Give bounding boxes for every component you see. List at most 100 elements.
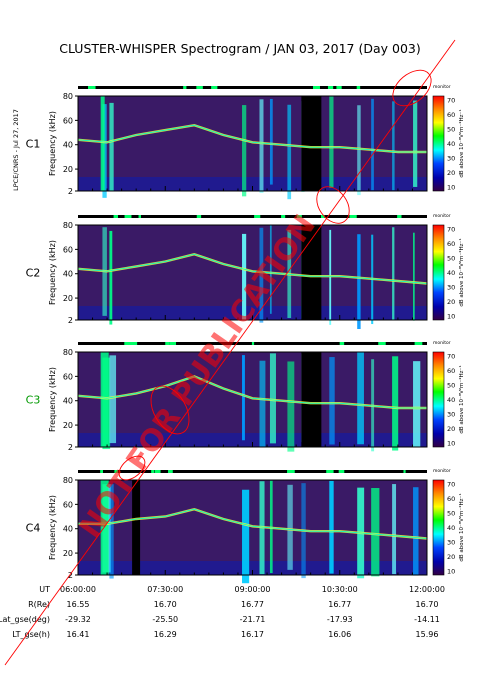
- spectrogram-stripe: [371, 488, 380, 577]
- data-gap: [301, 96, 322, 191]
- plasma-line-core: [77, 253, 428, 284]
- monitor-segment: [326, 470, 334, 473]
- spectrogram-stripe: [242, 233, 247, 321]
- y-tick-label: 80: [63, 92, 73, 101]
- colorbar-top-label: monitor: [433, 84, 451, 90]
- spectrogram-stripe: [329, 357, 335, 445]
- table-cell: 16.55: [67, 600, 90, 609]
- spectrogram-stripe: [259, 360, 266, 447]
- colorbar: [432, 224, 445, 321]
- colorbar-tick-label: 10: [447, 313, 455, 321]
- colorbar-label: dB above 10⁻⁸V²m⁻²Hz⁻¹: [458, 493, 465, 561]
- monitor-segment: [327, 86, 334, 89]
- colorbar-tick-label: 40: [447, 524, 455, 532]
- x-time-label: 06:00:00: [60, 585, 96, 594]
- colorbar-tick-label: 60: [447, 495, 455, 503]
- y-axis-label: Frequency (kHz): [48, 367, 57, 432]
- spacecraft-label: C2: [26, 267, 41, 280]
- table-cell: 16.70: [416, 600, 439, 609]
- figure-title: CLUSTER-WHISPER Spectrogram / JAN 03, 20…: [59, 41, 421, 56]
- table-row-label: LT_gse(h): [12, 630, 50, 639]
- spectrogram-stripe: [392, 484, 397, 575]
- y-tick-label: 20: [63, 165, 73, 174]
- spacecraft-label: C4: [26, 522, 41, 535]
- monitor-segment: [183, 86, 187, 89]
- colorbar-tick-label: 10: [447, 568, 455, 576]
- spectrogram-stripe: [109, 230, 113, 325]
- spectrogram-stripe: [413, 100, 418, 187]
- panels-layer: 80 60 40 20 2 Frequency (kHz) C1 70 60 50 40 30 20 10…: [26, 84, 465, 584]
- monitor-segment: [196, 215, 202, 218]
- table-cell: 16.29: [154, 630, 177, 639]
- spacecraft-label: C3: [26, 394, 41, 407]
- spectrogram-stripe: [259, 99, 264, 193]
- y-tick-label: 2: [68, 443, 73, 452]
- colorbar-label: dB above 10⁻⁸V²m⁻²Hz⁻¹: [458, 238, 465, 306]
- table-row-label: UT: [39, 585, 50, 594]
- monitor-segment: [100, 470, 103, 473]
- y-tick-label: 40: [63, 141, 73, 150]
- colorbar-top-label: monitor: [433, 340, 451, 346]
- colorbar-tick-label: 40: [447, 396, 455, 404]
- monitor-segment: [287, 470, 295, 473]
- table-cell: 16.77: [328, 600, 351, 609]
- table-cell: -17.93: [327, 615, 353, 624]
- table-row-label: R(Re): [28, 600, 50, 609]
- watermark-stroke: [4, 39, 456, 666]
- spectrogram-stripe: [242, 355, 245, 441]
- watermark-stroke: [316, 186, 350, 224]
- monitor-segment: [254, 215, 261, 218]
- monitor-segment: [313, 86, 318, 89]
- colorbar-tick-label: 40: [447, 140, 455, 148]
- spectrogram-stripe: [357, 352, 364, 445]
- spectrogram-stripe: [109, 102, 114, 192]
- spectrogram-stripe: [357, 234, 361, 330]
- spectrogram-stripe: [269, 225, 272, 314]
- y-tick-label: 2: [68, 187, 73, 196]
- monitor-segment: [321, 215, 325, 218]
- colorbar: [432, 95, 445, 192]
- table-cell: 15.96: [416, 630, 439, 639]
- spectrogram-stripe: [329, 96, 334, 188]
- monitor-segment: [378, 342, 383, 345]
- monitor-segment: [336, 86, 342, 89]
- spectrogram-stripe: [100, 96, 105, 191]
- table-cell: -14.11: [414, 615, 440, 624]
- plasma-line-core: [77, 375, 427, 409]
- monitor-segment: [138, 215, 141, 218]
- monitor-segment: [124, 215, 132, 218]
- y-tick-label: 20: [63, 294, 73, 303]
- spectrogram-stripe: [242, 489, 250, 584]
- monitor-segment: [356, 86, 361, 89]
- spectrogram-stripe: [100, 352, 109, 447]
- colorbar-tick-label: 70: [447, 226, 455, 234]
- x-time-label: 07:30:00: [147, 585, 183, 594]
- colorbar-tick-label: 50: [447, 255, 455, 263]
- colorbar-tick-label: 50: [447, 510, 455, 518]
- spectrogram-stripe: [109, 484, 114, 579]
- spectrogram-stripe: [392, 227, 395, 321]
- monitor-segment: [113, 215, 119, 218]
- colorbar-tick-label: 30: [447, 284, 455, 292]
- table-cell: 16.06: [328, 630, 351, 639]
- monitor-bar: [78, 86, 427, 89]
- monitor-segment: [131, 342, 138, 345]
- watermark-stroke: [150, 385, 190, 435]
- colorbar-label: dB above 10⁻⁸V²m⁻²Hz⁻¹: [458, 365, 465, 433]
- monitor-segment: [397, 215, 402, 218]
- colorbar-tick-label: 10: [447, 184, 455, 192]
- colorbar-tick-label: 70: [447, 97, 455, 105]
- colorbar-tick-label: 10: [447, 440, 455, 448]
- orbit-table: UT 06:00:00 07:30:00 09:00:00 10:30:00 12:00:…: [0, 585, 445, 639]
- x-time-label: 12:00:00: [409, 585, 445, 594]
- spectrogram-stripe: [392, 101, 395, 191]
- monitor-segment: [165, 342, 170, 345]
- monitor-segment: [88, 86, 96, 89]
- monitor-segment: [124, 342, 132, 345]
- colorbar: [432, 351, 445, 448]
- spectrogram-stripe: [100, 480, 109, 575]
- y-tick-label: 40: [63, 525, 73, 534]
- colorbar-top-label: monitor: [433, 468, 451, 474]
- colorbar-tick-label: 60: [447, 367, 455, 375]
